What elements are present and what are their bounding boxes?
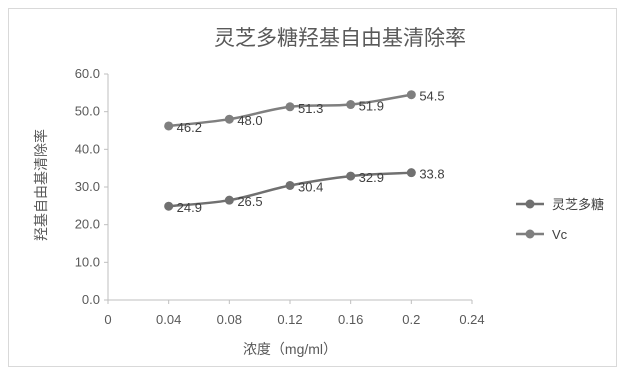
y-tick-label: 0.0 bbox=[82, 292, 100, 307]
data-label: 26.5 bbox=[237, 194, 262, 209]
data-point bbox=[164, 201, 174, 211]
legend-label-0: 灵芝多糖 bbox=[552, 197, 604, 212]
axes: 0.0 10.0 20.0 30.0 40.0 50.0 60.0 0 0.04 0.08 0.12… bbox=[75, 66, 485, 327]
data-point bbox=[285, 102, 295, 112]
chart-frame bbox=[8, 8, 617, 367]
y-tick-label: 60.0 bbox=[75, 66, 100, 81]
data-label: 24.9 bbox=[177, 200, 202, 215]
x-tick-label: 0.2 bbox=[402, 312, 420, 327]
data-point bbox=[346, 171, 356, 181]
data-point bbox=[346, 100, 356, 110]
legend: 灵芝多糖 Vc bbox=[516, 197, 604, 242]
data-label: 48.0 bbox=[237, 113, 262, 128]
data-point bbox=[224, 195, 234, 205]
data-label: 51.9 bbox=[359, 99, 384, 114]
legend-marker-0 bbox=[525, 199, 535, 209]
data-label: 32.9 bbox=[359, 170, 384, 185]
data-point bbox=[285, 180, 295, 190]
data-point bbox=[164, 121, 174, 131]
x-tick-label: 0 bbox=[104, 312, 111, 327]
x-tick-label: 0.16 bbox=[338, 312, 363, 327]
data-label: 30.4 bbox=[298, 179, 323, 194]
y-axis-title: 羟基自由基清除率 bbox=[33, 129, 49, 241]
y-tick-label: 40.0 bbox=[75, 141, 100, 156]
data-label: 51.3 bbox=[298, 101, 323, 116]
x-tick-label: 0.24 bbox=[459, 312, 484, 327]
y-tick-label: 20.0 bbox=[75, 217, 100, 232]
series-layer bbox=[164, 90, 416, 211]
y-tick-label: 50.0 bbox=[75, 104, 100, 119]
y-tick-label: 30.0 bbox=[75, 179, 100, 194]
x-tick-label: 0.08 bbox=[217, 312, 242, 327]
data-point bbox=[406, 90, 416, 100]
data-label: 46.2 bbox=[177, 120, 202, 135]
data-label: 54.5 bbox=[419, 89, 444, 104]
data-point bbox=[224, 114, 234, 124]
data-point bbox=[406, 168, 416, 178]
x-tick-label: 0.04 bbox=[156, 312, 181, 327]
x-axis-title: 浓度（mg/ml） bbox=[243, 341, 337, 357]
data-label: 33.8 bbox=[419, 167, 444, 182]
chart-title: 灵芝多糖羟基自由基清除率 bbox=[214, 27, 466, 50]
legend-label-1: Vc bbox=[552, 227, 568, 242]
y-tick-label: 10.0 bbox=[75, 254, 100, 269]
legend-marker-1 bbox=[525, 229, 535, 239]
data-labels: 24.9 26.5 30.4 32.9 33.8 46.2 48.0 51.3 51.9 54.5 bbox=[177, 89, 445, 215]
x-tick-label: 0.12 bbox=[277, 312, 302, 327]
